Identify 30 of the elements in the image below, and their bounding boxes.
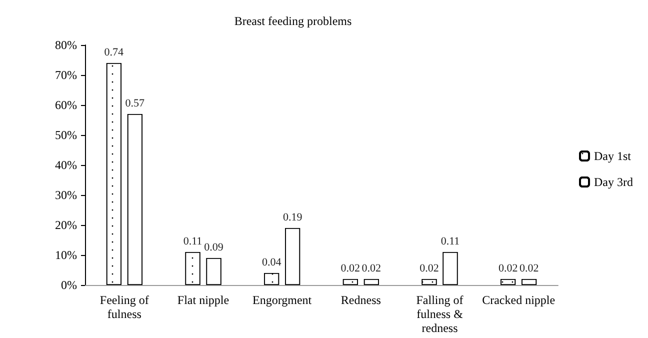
- y-tick-label: 80%: [55, 38, 77, 52]
- x-tick-label: Redness: [340, 293, 382, 307]
- x-tick-label: Feeling of fulness: [100, 293, 149, 321]
- data-label: 0.02: [420, 262, 439, 274]
- data-label: 0.02: [340, 262, 360, 274]
- chart-title: Breast feeding problems: [234, 14, 352, 28]
- data-label: 0.11: [440, 236, 460, 248]
- data-label: 0.02: [519, 262, 539, 274]
- y-tick-label: 50%: [55, 128, 77, 142]
- data-label: 0.57: [125, 98, 146, 110]
- x-tick-label: Falling of fulness & redness: [416, 293, 464, 335]
- data-label: 0.19: [282, 212, 303, 224]
- data-label: 0.02: [498, 262, 518, 274]
- data-label: 0.74: [104, 46, 124, 58]
- x-tick-label: Engorgment: [252, 293, 312, 307]
- data-label: 0.11: [183, 236, 202, 248]
- x-tick-label: Cracked nipple: [482, 293, 556, 307]
- data-label: 0.02: [362, 262, 382, 274]
- y-tick-label: 10%: [55, 248, 77, 262]
- y-tick-label: 30%: [55, 188, 77, 202]
- legend-label: Day 1st: [594, 149, 632, 163]
- x-tick-label: Flat nipple: [177, 293, 230, 307]
- y-tick-label: 60%: [55, 98, 77, 112]
- y-tick-label: 20%: [55, 218, 77, 232]
- y-tick-label: 70%: [55, 68, 77, 82]
- y-tick-label: 40%: [55, 158, 77, 172]
- legend-label: Day 3rd: [594, 175, 634, 189]
- y-tick-label: 0%: [61, 278, 77, 292]
- data-label: 0.04: [262, 256, 282, 268]
- data-label: 0.09: [204, 242, 224, 254]
